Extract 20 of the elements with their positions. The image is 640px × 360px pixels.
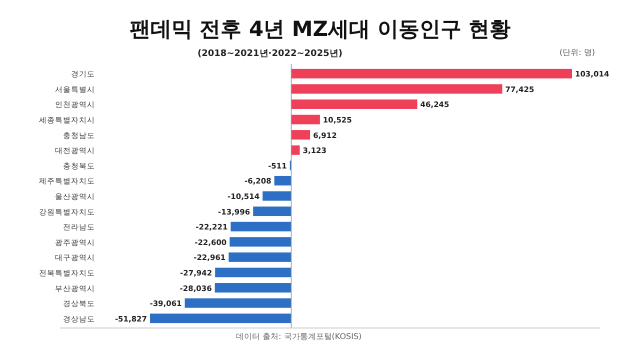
bar xyxy=(291,145,300,155)
bar xyxy=(228,252,292,262)
bar xyxy=(230,222,292,232)
bar xyxy=(262,191,292,201)
bar xyxy=(291,84,502,94)
bar xyxy=(291,130,310,140)
bar xyxy=(291,68,572,78)
bar xyxy=(214,283,292,293)
bar xyxy=(150,314,292,324)
bar xyxy=(253,206,292,216)
chart-subtitle: (2018~2021년·2022~2025년) xyxy=(198,49,342,59)
bar xyxy=(184,298,292,308)
bar xyxy=(215,268,292,278)
bar xyxy=(230,237,292,247)
bar xyxy=(291,99,418,109)
chart-title: 팬데믹 전후 4년 MZ세대 이동인구 현황 xyxy=(129,17,511,41)
bar xyxy=(274,176,292,186)
text: 데이터 출처: 국가통계포털(KOSIS) xyxy=(236,332,362,341)
bar xyxy=(291,114,320,124)
text: (단위: 명) xyxy=(560,48,595,57)
